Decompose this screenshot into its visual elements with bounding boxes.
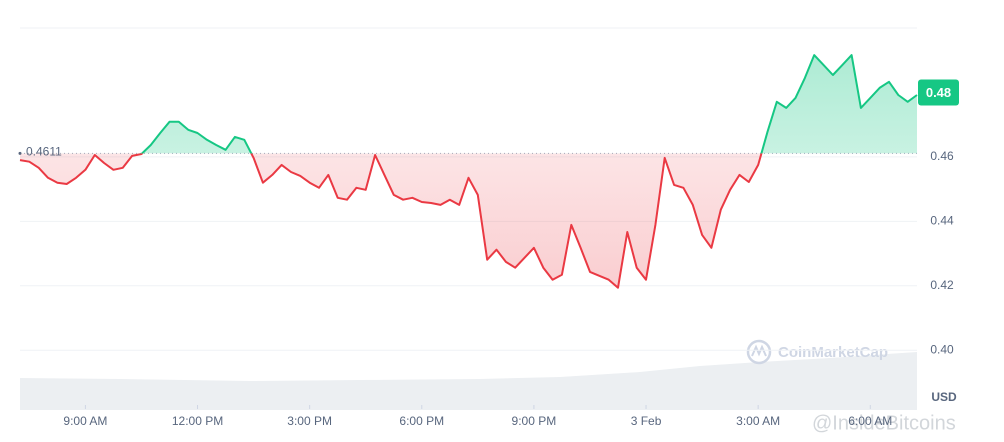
x-tick-label: 9:00 AM	[63, 414, 107, 428]
x-tick-label: 3:00 PM	[287, 414, 332, 428]
y-tick-label: 0.40	[930, 342, 954, 356]
baseline-dot	[18, 151, 22, 155]
x-tick-label: 9:00 PM	[512, 414, 557, 428]
price-badge-label: 0.48	[926, 85, 951, 100]
price-line-up	[139, 54, 918, 154]
y-tick-label: 0.46	[930, 149, 954, 163]
area-up	[20, 55, 917, 154]
y-tick-label: 0.42	[930, 278, 954, 292]
x-tick-label: 6:00 AM	[848, 414, 892, 428]
volume-area	[20, 352, 917, 410]
price-badge	[918, 79, 959, 106]
price-line-down	[19, 153, 763, 289]
x-tick-label: 3:00 AM	[736, 414, 780, 428]
credit: @InsideBitcoins	[812, 412, 956, 434]
baseline-label: 0.4611	[26, 145, 62, 159]
watermark-logo	[746, 339, 772, 365]
y-unit: USD	[931, 390, 957, 404]
area-down	[20, 153, 762, 288]
x-tick-label: 12:00 PM	[172, 414, 223, 428]
x-tick-label: 6:00 PM	[399, 414, 444, 428]
x-tick-label: 3 Feb	[631, 414, 662, 428]
watermark: CoinMarketCap	[778, 344, 888, 361]
y-tick-label: 0.44	[930, 214, 954, 228]
